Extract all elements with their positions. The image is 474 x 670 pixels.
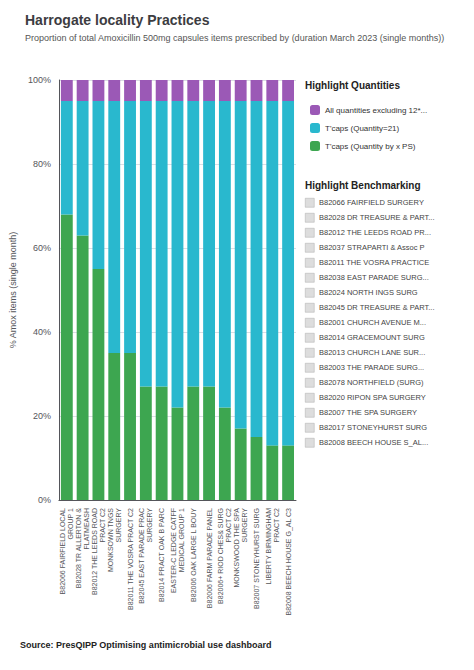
svg-text:B82012 THE LEEDS ROAD: B82012 THE LEEDS ROAD — [91, 508, 98, 595]
svg-text:B82045 DR TREASURE & PART...: B82045 DR TREASURE & PART... — [319, 303, 434, 312]
svg-text:T'caps (Quantity by x PS): T'caps (Quantity by x PS) — [325, 142, 416, 151]
svg-text:80%: 80% — [33, 159, 51, 169]
svg-text:100%: 100% — [28, 75, 51, 85]
svg-text:B82006 OAK LARGE L BOUY: B82006 OAK LARGE L BOUY — [190, 508, 197, 602]
svg-text:PRACT C2: PRACT C2 — [273, 508, 280, 543]
svg-text:B82020 RIPON SPA SURGERY: B82020 RIPON SPA SURGERY — [319, 393, 426, 402]
svg-text:PRACT C2: PRACT C2 — [225, 508, 232, 543]
svg-text:Highlight Benchmarking: Highlight Benchmarking — [305, 180, 421, 191]
svg-text:B82078 NORTHFIELD (SURG): B82078 NORTHFIELD (SURG) — [319, 378, 424, 387]
svg-text:B82066 FAIRFIELD LOCAL: B82066 FAIRFIELD LOCAL — [59, 508, 66, 594]
svg-text:MONKSWOOD THE SPA: MONKSWOOD THE SPA — [233, 508, 240, 588]
svg-text:Harrogate locality Practices: Harrogate locality Practices — [25, 12, 210, 28]
svg-text:B82008 BEECH HOUSE S_AL...: B82008 BEECH HOUSE S_AL... — [319, 438, 428, 447]
svg-text:MEDICAL GROUP 1: MEDICAL GROUP 1 — [178, 508, 185, 572]
svg-text:20%: 20% — [33, 411, 51, 421]
svg-text:B82006+ RIOD CHES& SURG: B82006+ RIOD CHES& SURG — [217, 508, 224, 604]
svg-text:MONKSOWN TNGS: MONKSOWN TNGS — [107, 508, 114, 572]
svg-text:B82007 STONEYHURST SURG: B82007 STONEYHURST SURG — [253, 508, 260, 609]
svg-text:% Amox items (single month): % Amox items (single month) — [8, 232, 18, 349]
svg-text:B82001 CHURCH AVENUE M...: B82001 CHURCH AVENUE M... — [319, 318, 426, 327]
svg-text:B82028 TR ALLERTON &: B82028 TR ALLERTON & — [75, 508, 82, 588]
svg-text:60%: 60% — [33, 243, 51, 253]
svg-text:B82024 NORTH INGS SURG: B82024 NORTH INGS SURG — [319, 288, 418, 297]
svg-text:B82066 FAIRFIELD SURGERY: B82066 FAIRFIELD SURGERY — [319, 198, 424, 207]
svg-text:SURGERY: SURGERY — [241, 508, 248, 543]
svg-text:B82011 THE VOSRA PRACTICE: B82011 THE VOSRA PRACTICE — [319, 258, 429, 267]
svg-text:B82014 GRACEMOUNT SURG: B82014 GRACEMOUNT SURG — [319, 333, 425, 342]
svg-text:B82013 CHURCH LANE SUR...: B82013 CHURCH LANE SUR... — [319, 348, 425, 357]
svg-text:B82011 THE VOSRA PRACT C2: B82011 THE VOSRA PRACT C2 — [127, 508, 134, 610]
svg-text:All quantities excluding 12*..: All quantities excluding 12*... — [325, 106, 427, 115]
svg-text:B82037 STRAPARTI & Assoc P: B82037 STRAPARTI & Assoc P — [319, 243, 425, 252]
svg-text:40%: 40% — [33, 327, 51, 337]
svg-text:B82006 FARM PARADE PANEL: B82006 FARM PARADE PANEL — [206, 508, 213, 608]
svg-text:Source: PresQIPP Optimising an: Source: PresQIPP Optimising antimicrobia… — [20, 640, 271, 650]
svg-text:PRACT C2: PRACT C2 — [99, 508, 106, 543]
svg-text:LIBERTY BIRMINGHAM: LIBERTY BIRMINGHAM — [265, 508, 272, 585]
svg-text:GROUP 1: GROUP 1 — [67, 508, 74, 539]
svg-text:EASTER-C LEDGE CATFF: EASTER-C LEDGE CATFF — [170, 508, 177, 593]
svg-text:B82028 DR TREASURE & PART...: B82028 DR TREASURE & PART... — [319, 213, 434, 222]
svg-text:B82008 BEECH HOUSE G_AL C3: B82008 BEECH HOUSE G_AL C3 — [285, 508, 293, 616]
svg-text:B82012 THE LEEDS ROAD PR...: B82012 THE LEEDS ROAD PR... — [319, 228, 431, 237]
svg-text:Proportion of total Amoxicilli: Proportion of total Amoxicillin 500mg ca… — [25, 33, 444, 43]
svg-text:B82007 THE SPA SURGERY: B82007 THE SPA SURGERY — [319, 408, 417, 417]
svg-text:Highlight Quantities: Highlight Quantities — [305, 80, 400, 91]
svg-text:B82003 THE PARADE SURG...: B82003 THE PARADE SURG... — [319, 363, 424, 372]
svg-text:B82045 EAST PARADE PRAC: B82045 EAST PARADE PRAC — [138, 508, 145, 604]
svg-text:B82014 PRACT OAK B PARC: B82014 PRACT OAK B PARC — [158, 508, 165, 602]
svg-text:SURGERY: SURGERY — [146, 508, 153, 543]
svg-text:B82038 EAST PARADE SURG...: B82038 EAST PARADE SURG... — [319, 273, 429, 282]
svg-text:SURGERY: SURGERY — [115, 508, 122, 543]
svg-text:B82017 STONEYHURST SURG: B82017 STONEYHURST SURG — [319, 423, 427, 432]
svg-text:T'caps (Quantity=21): T'caps (Quantity=21) — [325, 124, 400, 133]
svg-text:FLATMEASH: FLATMEASH — [83, 508, 90, 550]
svg-text:0%: 0% — [38, 495, 51, 505]
